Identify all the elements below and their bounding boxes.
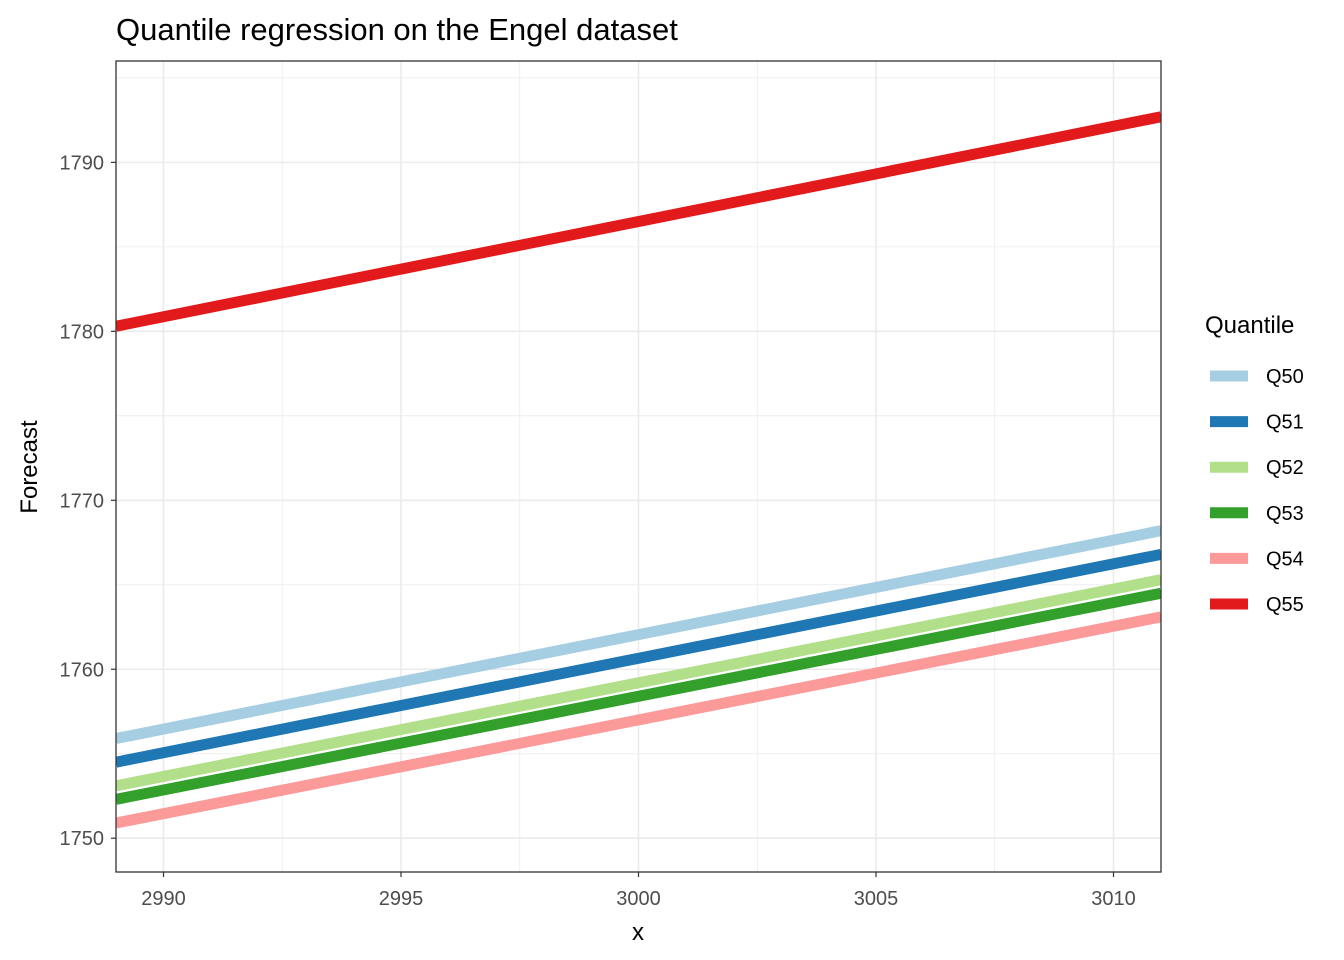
series-line-q51: [116, 548, 1161, 768]
x-tick-label: 3005: [854, 888, 899, 910]
grid: [116, 61, 1161, 872]
y-tick-label: 1760: [60, 659, 105, 681]
y-tick-label: 1790: [60, 152, 105, 174]
x-tick-label: 3010: [1091, 888, 1136, 910]
legend-label-q53: Q53: [1266, 503, 1304, 525]
x-tick-label: 3000: [616, 888, 661, 910]
series-line-q52: [116, 574, 1161, 792]
legend-title: Quantile: [1205, 312, 1294, 339]
series-line-q50: [116, 525, 1161, 744]
x-tick-label: 2990: [141, 888, 186, 910]
series-line-q53: [116, 587, 1161, 805]
legend-label-q51: Q51: [1266, 412, 1304, 434]
chart-title: Quantile regression on the Engel dataset: [116, 12, 678, 47]
legend-label-q52: Q52: [1266, 457, 1304, 479]
y-tick-label: 1780: [60, 321, 105, 343]
x-axis-label: x: [632, 919, 644, 946]
legend-label-q54: Q54: [1266, 548, 1304, 570]
series-line-q54: [116, 611, 1161, 829]
x-axis: 2990 2995 3000 3005 3010: [141, 872, 1136, 910]
series-lines: [116, 111, 1161, 829]
y-axis-label: Forecast: [16, 420, 43, 514]
series-line-q55: [116, 111, 1161, 332]
legend-label-q55: Q55: [1266, 594, 1304, 616]
y-axis: 1750 1760 1770 1780 1790: [60, 152, 116, 850]
legend-items: Q50 Q51 Q52 Q53 Q54 Q55: [1210, 366, 1304, 616]
x-tick-label: 2995: [379, 888, 424, 910]
y-tick-label: 1770: [60, 490, 105, 512]
y-tick-label: 1750: [60, 828, 105, 850]
legend: Quantile Q50 Q51 Q52 Q53 Q54 Q55: [1205, 312, 1304, 616]
legend-label-q50: Q50: [1266, 366, 1304, 388]
